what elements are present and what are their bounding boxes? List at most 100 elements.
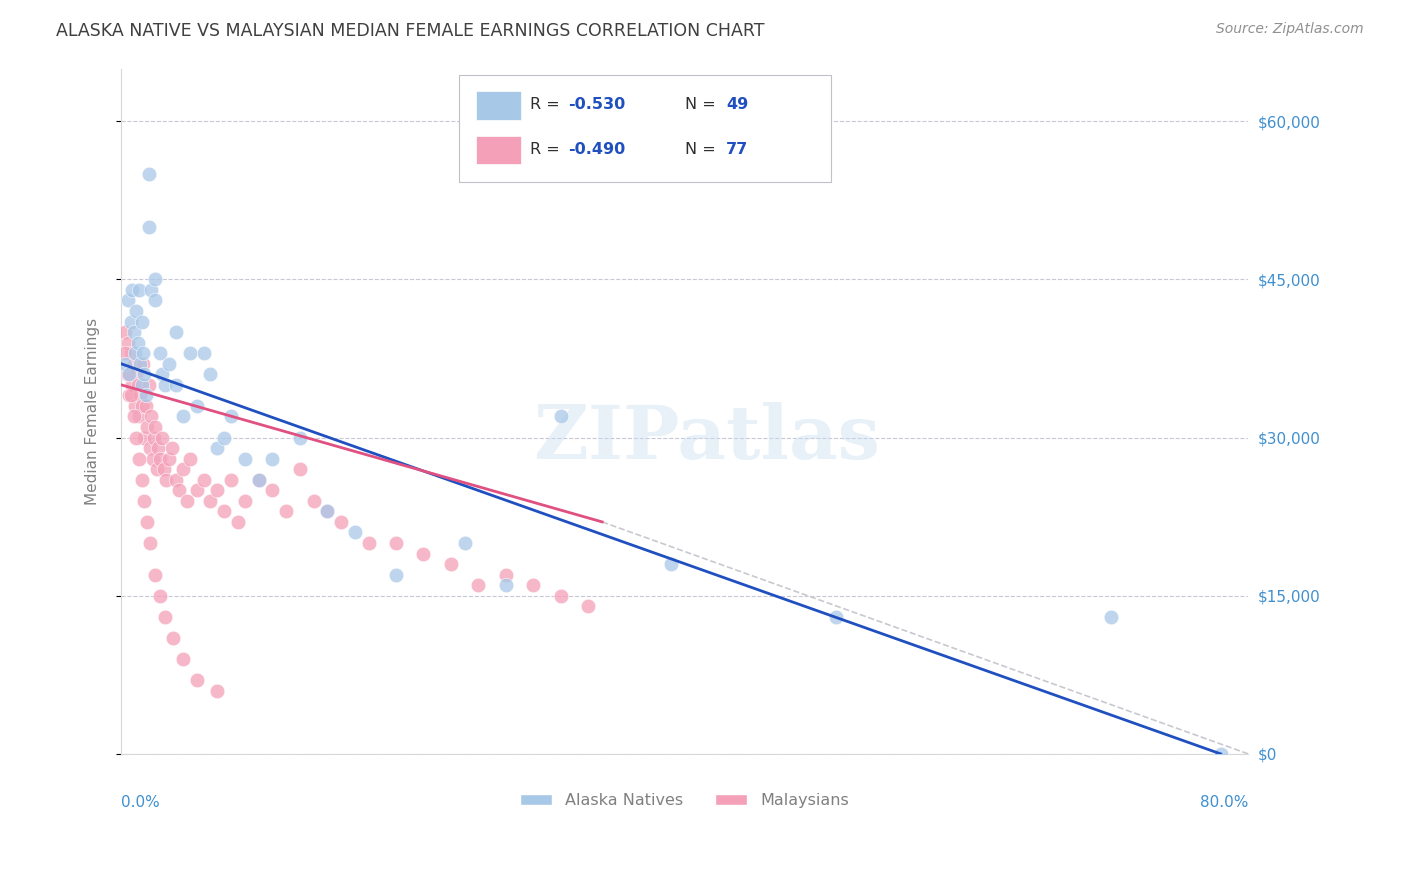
Point bbox=[165, 325, 187, 339]
Point bbox=[145, 293, 167, 308]
Point bbox=[262, 483, 284, 498]
FancyBboxPatch shape bbox=[477, 91, 522, 120]
Point bbox=[467, 578, 489, 592]
Point bbox=[135, 399, 157, 413]
Point bbox=[142, 451, 165, 466]
Point bbox=[131, 377, 153, 392]
Point bbox=[132, 357, 155, 371]
Point bbox=[824, 609, 846, 624]
Point bbox=[131, 315, 153, 329]
Point bbox=[550, 409, 572, 424]
Text: ZIPatlas: ZIPatlas bbox=[534, 402, 880, 475]
Text: 49: 49 bbox=[727, 97, 748, 112]
Point bbox=[550, 589, 572, 603]
Point bbox=[302, 493, 325, 508]
Point bbox=[134, 431, 156, 445]
Point bbox=[145, 567, 167, 582]
Point bbox=[522, 578, 544, 592]
Point bbox=[160, 441, 183, 455]
Point bbox=[139, 536, 162, 550]
Point bbox=[114, 346, 136, 360]
Point bbox=[115, 368, 138, 382]
Point bbox=[118, 368, 141, 382]
Point bbox=[207, 483, 229, 498]
Text: R =: R = bbox=[530, 142, 565, 157]
Point bbox=[145, 272, 167, 286]
Point bbox=[122, 325, 145, 339]
Point bbox=[125, 368, 148, 382]
Point bbox=[330, 515, 353, 529]
Point bbox=[114, 357, 136, 371]
FancyBboxPatch shape bbox=[477, 136, 522, 164]
Point bbox=[412, 547, 434, 561]
Point bbox=[135, 388, 157, 402]
Point bbox=[385, 567, 408, 582]
Point bbox=[495, 578, 517, 592]
Y-axis label: Median Female Earnings: Median Female Earnings bbox=[86, 318, 100, 505]
Point bbox=[150, 368, 173, 382]
Point bbox=[167, 483, 190, 498]
Point bbox=[262, 451, 284, 466]
Point bbox=[152, 462, 174, 476]
Point bbox=[247, 473, 270, 487]
Point bbox=[288, 462, 311, 476]
Point bbox=[179, 346, 201, 360]
Point bbox=[121, 377, 143, 392]
Point bbox=[357, 536, 380, 550]
Point bbox=[148, 441, 170, 455]
Point bbox=[118, 388, 141, 402]
Point bbox=[132, 346, 155, 360]
Text: 80.0%: 80.0% bbox=[1199, 795, 1249, 810]
Point bbox=[128, 409, 150, 424]
FancyBboxPatch shape bbox=[460, 75, 831, 182]
Point bbox=[120, 388, 142, 402]
Text: -0.530: -0.530 bbox=[568, 97, 626, 112]
Point bbox=[131, 473, 153, 487]
Text: N =: N = bbox=[685, 142, 720, 157]
Point bbox=[233, 493, 256, 508]
Point bbox=[117, 293, 139, 308]
Point bbox=[146, 462, 169, 476]
Point bbox=[150, 431, 173, 445]
Point bbox=[385, 536, 408, 550]
Point bbox=[440, 557, 463, 571]
Point bbox=[316, 504, 339, 518]
Point bbox=[149, 589, 172, 603]
Legend: Alaska Natives, Malaysians: Alaska Natives, Malaysians bbox=[515, 787, 855, 814]
Point bbox=[131, 399, 153, 413]
Point bbox=[138, 167, 160, 181]
Point bbox=[134, 493, 156, 508]
Point bbox=[124, 399, 146, 413]
Point bbox=[143, 431, 166, 445]
Point bbox=[153, 609, 176, 624]
Point bbox=[172, 409, 194, 424]
Text: Source: ZipAtlas.com: Source: ZipAtlas.com bbox=[1216, 22, 1364, 37]
Point bbox=[200, 368, 222, 382]
Point bbox=[153, 377, 176, 392]
Point bbox=[659, 557, 682, 571]
Point bbox=[172, 462, 194, 476]
Text: N =: N = bbox=[685, 97, 720, 112]
Point bbox=[193, 346, 215, 360]
Point bbox=[122, 409, 145, 424]
Point bbox=[139, 441, 162, 455]
Point bbox=[186, 483, 208, 498]
Point bbox=[200, 493, 222, 508]
Point bbox=[157, 451, 180, 466]
Point bbox=[193, 473, 215, 487]
Point bbox=[149, 346, 172, 360]
Point bbox=[233, 451, 256, 466]
Point bbox=[121, 283, 143, 297]
Point bbox=[162, 631, 184, 645]
Point bbox=[157, 357, 180, 371]
Point bbox=[155, 473, 177, 487]
Point bbox=[1099, 609, 1122, 624]
Point bbox=[141, 283, 163, 297]
Point bbox=[129, 388, 152, 402]
Text: 77: 77 bbox=[727, 142, 748, 157]
Point bbox=[165, 377, 187, 392]
Text: R =: R = bbox=[530, 97, 565, 112]
Text: -0.490: -0.490 bbox=[568, 142, 626, 157]
Point bbox=[343, 525, 366, 540]
Point bbox=[128, 283, 150, 297]
